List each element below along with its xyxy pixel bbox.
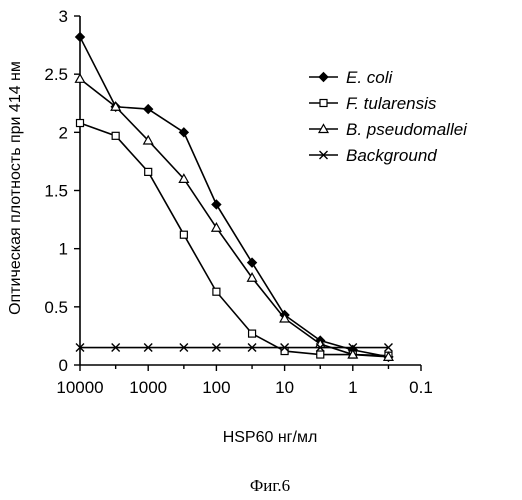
x-axis-title: HSP60 нг/мл (223, 429, 318, 446)
square-marker (77, 120, 84, 127)
diamond-marker (248, 258, 257, 267)
legend-item: F. tularensis (309, 94, 437, 113)
y-tick-label: 2 (59, 123, 68, 142)
y-tick-label: 2.5 (44, 65, 68, 84)
legend-label: E. coli (346, 68, 394, 87)
triangle-marker (76, 74, 85, 82)
square-marker (281, 348, 288, 355)
y-tick-label: 0 (59, 356, 68, 375)
x-tick-label: 10000 (56, 378, 103, 397)
legend-label: F. tularensis (346, 94, 437, 113)
square-marker (112, 132, 119, 139)
legend-item: Background (309, 146, 437, 165)
square-marker (320, 100, 327, 107)
x-tick-label: 1000 (129, 378, 167, 397)
square-marker (145, 168, 152, 175)
legend-label: B. pseudomallei (346, 120, 468, 139)
chart-legend: E. coli F. tularensis B. pseudomallei Backg… (309, 68, 468, 165)
square-marker (249, 330, 256, 337)
series-2 (76, 74, 393, 360)
legend-item: E. coli (309, 68, 394, 87)
series-line (80, 37, 388, 357)
x-tick-label: 100 (202, 378, 230, 397)
y-axis-title: Оптическая плотность при 414 нм (7, 61, 24, 315)
diamond-marker (76, 32, 85, 41)
x-tick-label: 1 (348, 378, 357, 397)
series-3 (76, 344, 392, 352)
y-tick-label: 1.5 (44, 182, 68, 201)
legend-label: Background (346, 146, 437, 165)
x-tick-label: 0.1 (409, 378, 433, 397)
y-tick-label: 0.5 (44, 298, 68, 317)
figure-caption: Фиг.6 (250, 476, 290, 495)
legend-item: B. pseudomallei (309, 120, 468, 139)
series-line (80, 123, 388, 356)
series-line (80, 79, 388, 357)
chart-axes: 0 0.5 1 1.5 2 2.5 3 10000 1000 100 10 1 0.1 (44, 7, 432, 397)
square-marker (317, 351, 324, 358)
y-tick-label: 1 (59, 240, 68, 259)
x-tick-label: 10 (275, 378, 294, 397)
series-1 (77, 120, 392, 360)
diamond-marker (212, 200, 221, 209)
square-marker (213, 288, 220, 295)
diamond-marker (144, 105, 153, 114)
diamond-marker (179, 128, 188, 137)
diamond-marker (319, 73, 328, 82)
y-tick-label: 3 (59, 7, 68, 26)
square-marker (180, 231, 187, 238)
